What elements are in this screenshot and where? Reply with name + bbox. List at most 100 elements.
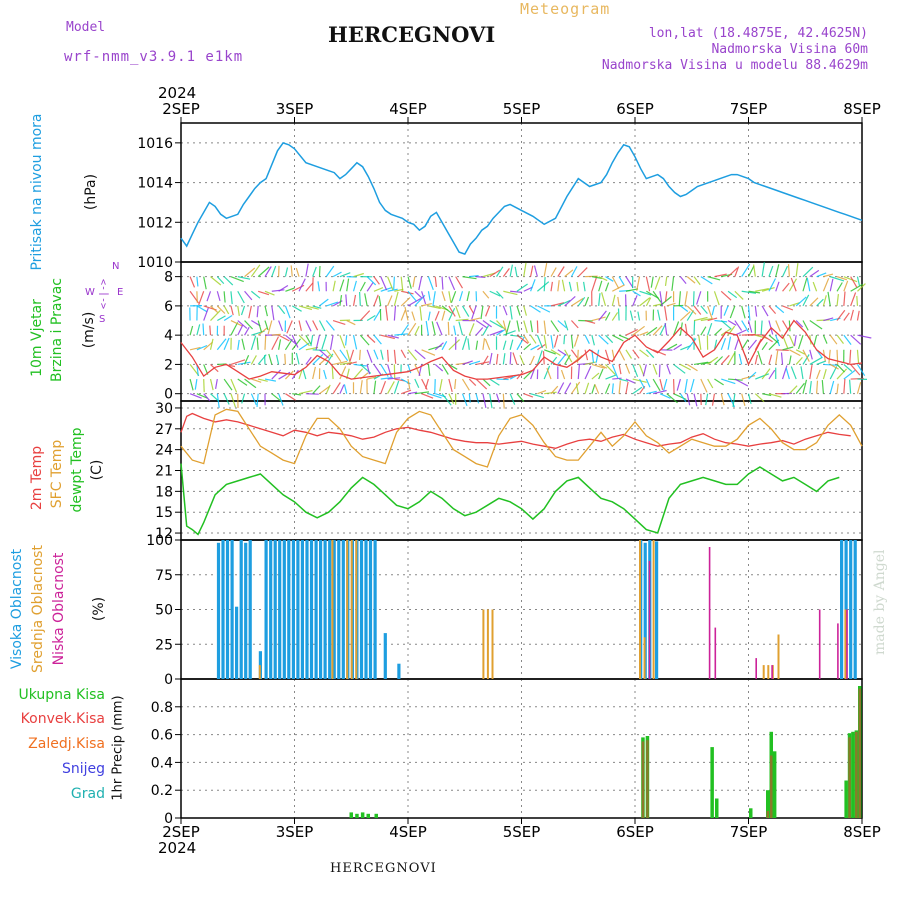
wind-barb	[632, 364, 639, 378]
wind-barb	[797, 334, 804, 350]
wind-barb	[738, 353, 743, 365]
cloud-high-bar	[216, 542, 221, 679]
meteogram-label: Meteogram	[520, 0, 611, 18]
x-tick-label-top: 4SEP	[389, 100, 427, 118]
footer-station: HERCEGNOVI	[330, 861, 437, 876]
wind-barb	[339, 349, 349, 362]
wind-barb	[850, 309, 854, 321]
wind-barb	[755, 373, 770, 380]
wind-barb	[598, 293, 601, 306]
wind-barb	[519, 355, 525, 365]
wind-barb	[625, 328, 638, 336]
wind-barb	[346, 278, 350, 292]
wind-barb	[813, 335, 818, 348]
wind-barb	[530, 355, 535, 365]
cloud-mid-bar	[486, 609, 489, 679]
wind-barb	[209, 325, 212, 336]
y-tick-label: 1014	[137, 176, 173, 192]
cloud-high-bar	[397, 663, 401, 679]
wind-barb	[686, 310, 695, 321]
wind-barb	[686, 393, 691, 406]
wind-barb	[495, 393, 500, 403]
wind-barb	[856, 381, 862, 394]
rain-total-bar	[844, 780, 848, 818]
wind-barb	[680, 345, 691, 351]
wind-barb	[475, 393, 480, 404]
pressure-unit: (hPa)	[83, 173, 99, 211]
wind-barb	[196, 324, 201, 336]
wind-barb	[264, 320, 269, 331]
wind-barb	[298, 390, 313, 395]
wind-barb	[469, 360, 481, 365]
wind-barb	[196, 276, 199, 287]
wind-barb	[345, 294, 348, 306]
wind-barb	[843, 334, 852, 345]
wind-barb	[223, 291, 226, 303]
cloud-high-bar	[305, 540, 309, 679]
year-label-top: 2024	[158, 84, 196, 102]
wind-barb	[264, 305, 268, 317]
cloud-high-bar	[323, 540, 327, 679]
wind-barb	[618, 276, 625, 286]
wind-barb	[194, 378, 198, 390]
wind-barb	[264, 290, 275, 296]
wind-barb	[827, 291, 831, 306]
wind-barb	[407, 297, 422, 307]
wind-barb	[568, 281, 573, 292]
wind-barb	[843, 291, 846, 306]
wind-barb	[788, 385, 798, 395]
wind-barb	[720, 337, 727, 350]
wind-barb	[823, 273, 834, 278]
wind-barb	[741, 320, 750, 333]
wind-barb	[550, 385, 559, 395]
wind-barb	[448, 291, 452, 303]
wind-barb	[849, 349, 852, 364]
wind-barb	[196, 393, 208, 399]
wind-barb	[748, 339, 757, 351]
wind-barb	[210, 305, 219, 313]
wind-barb	[849, 379, 852, 394]
wind-barb	[203, 341, 213, 351]
wind-barb	[298, 305, 313, 311]
wind-barb	[693, 276, 701, 286]
wind-barb	[645, 276, 651, 292]
wind-barb	[795, 382, 805, 395]
wind-barb	[557, 349, 567, 356]
wind-barb	[401, 290, 414, 295]
wind-barb	[856, 295, 859, 306]
wind-barb	[836, 282, 843, 292]
wind-barb	[267, 320, 273, 335]
cloud-high-bar	[840, 540, 844, 679]
wind-barb	[809, 320, 823, 330]
wind-barb	[319, 349, 330, 359]
wind-barb	[305, 334, 312, 345]
wind-barb	[645, 297, 652, 307]
wind-barb	[441, 291, 446, 302]
wind-barb	[495, 353, 499, 365]
wind-barb	[601, 292, 607, 307]
rain-convective-bar	[848, 737, 851, 818]
wind-barb	[543, 365, 551, 380]
wind-barb	[312, 266, 317, 277]
wind-barb	[210, 309, 221, 321]
x-tick-label-bottom: 8SEP	[843, 823, 881, 841]
wind-barb	[664, 306, 668, 321]
wind-dir-west: W	[85, 287, 95, 298]
wind-barb	[707, 323, 713, 336]
wind-barb	[768, 278, 777, 292]
wind-barb	[673, 343, 683, 351]
wind-barb	[411, 311, 416, 321]
cloud-low-bar	[714, 627, 717, 679]
wind-barb	[727, 352, 736, 365]
wind-barb	[611, 364, 619, 379]
wind-barb	[530, 344, 540, 351]
cloud-high-bar	[364, 540, 368, 679]
rain-total-bar	[772, 751, 777, 818]
wind-barb	[523, 305, 527, 316]
wind-barb	[523, 320, 528, 333]
wind-barb	[475, 361, 490, 366]
wind-barb	[421, 291, 427, 305]
wind-barb	[802, 349, 810, 362]
wind-barb	[523, 393, 534, 398]
wind-barb	[317, 281, 321, 292]
